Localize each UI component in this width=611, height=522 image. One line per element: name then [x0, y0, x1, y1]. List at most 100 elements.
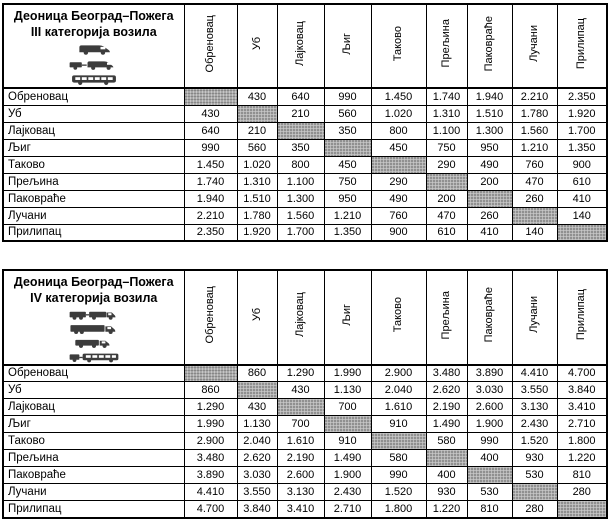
- diagonal-blocked-cell: [183, 364, 238, 382]
- column-header-cell: Уб: [236, 3, 278, 89]
- toll-value-cell: 1.130: [323, 381, 372, 399]
- toll-value-cell: 2.210: [511, 87, 558, 106]
- semi-trailer-truck-icon: [4, 322, 183, 336]
- toll-value-cell: 2.040: [236, 432, 278, 450]
- diagonal-blocked-cell: [323, 415, 372, 433]
- toll-value-cell: 280: [556, 483, 608, 501]
- toll-value-cell: 990: [183, 138, 238, 157]
- toll-value-cell: 290: [425, 155, 468, 174]
- column-header-label: Лајковац: [294, 292, 306, 338]
- toll-value-cell: 800: [370, 121, 427, 140]
- column-header-cell: Уб: [236, 269, 278, 366]
- table-title-cell: Деоница Београд–Пожега III категорија воз…: [2, 3, 185, 89]
- row-label: Таково: [2, 155, 185, 174]
- row-label: Уб: [2, 381, 185, 399]
- toll-value-cell: 1.780: [236, 206, 278, 225]
- toll-value-cell: 950: [466, 138, 513, 157]
- toll-value-cell: 410: [466, 223, 513, 242]
- toll-value-cell: 860: [236, 364, 278, 382]
- toll-value-cell: 1.520: [370, 483, 427, 501]
- column-header-cell: Лучани: [511, 269, 558, 366]
- toll-value-cell: 1.520: [511, 432, 558, 450]
- toll-value-cell: 2.430: [511, 415, 558, 433]
- column-header-cell: Обреновац: [183, 269, 238, 366]
- toll-value-cell: 900: [370, 223, 427, 242]
- toll-value-cell: 1.610: [370, 398, 427, 416]
- toll-value-cell: 1.290: [276, 364, 325, 382]
- toll-value-cell: 1.020: [370, 104, 427, 123]
- column-header-cell: Прељина: [425, 269, 468, 366]
- toll-value-cell: 640: [276, 87, 325, 106]
- column-header-label: Таково: [392, 25, 404, 62]
- diagonal-blocked-cell: [370, 432, 427, 450]
- truck-with-trailer-icon: [4, 308, 183, 322]
- toll-value-cell: 610: [425, 223, 468, 242]
- toll-value-cell: 1.610: [276, 432, 325, 450]
- table-title-line1: Деоница Београд–Пожега: [13, 275, 174, 289]
- bus-icon: [4, 72, 183, 87]
- toll-value-cell: 1.940: [466, 87, 513, 106]
- truck-icon: [4, 336, 183, 350]
- row-label: Паковраће: [2, 189, 185, 208]
- toll-value-cell: 450: [323, 155, 372, 174]
- toll-value-cell: 1.740: [183, 172, 238, 191]
- toll-value-cell: 1.350: [556, 138, 608, 157]
- toll-value-cell: 1.310: [236, 172, 278, 191]
- diagonal-blocked-cell: [236, 104, 278, 123]
- diagonal-blocked-cell: [323, 138, 372, 157]
- toll-value-cell: 450: [370, 138, 427, 157]
- row-label: Лајковац: [2, 121, 185, 140]
- row-label: Паковраће: [2, 466, 185, 484]
- column-header-label: Прељина: [440, 19, 452, 68]
- column-header-label: Прилипац: [575, 289, 588, 341]
- toll-value-cell: 1.920: [236, 223, 278, 242]
- toll-value-cell: 1.450: [183, 155, 238, 174]
- table-row: Прељина 3.480 2.620 2.190 1.490 580 400 930 1.22…: [2, 449, 608, 467]
- toll-value-cell: 1.900: [323, 466, 372, 484]
- toll-value-cell: 1.510: [236, 189, 278, 208]
- toll-value-cell: 210: [276, 104, 325, 123]
- truck-with-long-trailer-icon: [4, 350, 183, 363]
- toll-value-cell: 700: [276, 415, 325, 433]
- table-row: Таково 1.450 1.020 800 450 290 490 760 900: [2, 155, 608, 174]
- column-header-label: Уб: [250, 36, 263, 51]
- toll-value-cell: 400: [466, 449, 513, 467]
- toll-value-cell: 4.700: [183, 500, 238, 518]
- toll-value-cell: 3.030: [466, 381, 513, 399]
- toll-value-cell: 910: [370, 415, 427, 433]
- column-header-label: Уб: [250, 308, 263, 322]
- toll-value-cell: 260: [466, 206, 513, 225]
- toll-value-cell: 490: [370, 189, 427, 208]
- toll-value-cell: 410: [556, 189, 608, 208]
- column-header-label: Таково: [392, 297, 404, 333]
- diagonal-blocked-cell: [466, 466, 513, 484]
- toll-value-cell: 290: [370, 172, 427, 191]
- row-label: Таково: [2, 432, 185, 450]
- column-header-cell: Паковраће: [466, 269, 513, 366]
- toll-value-cell: 3.130: [276, 483, 325, 501]
- toll-value-cell: 210: [236, 121, 278, 140]
- column-header-cell: Љиг: [323, 269, 372, 366]
- toll-value-cell: 1.220: [425, 500, 468, 518]
- row-label: Прељина: [2, 172, 185, 191]
- column-header-label: Љиг: [341, 32, 353, 55]
- table-row: Обреновац 860 1.290 1.990 2.900 3.480 3.890 4.4…: [2, 364, 608, 382]
- toll-value-cell: 2.430: [323, 483, 372, 501]
- toll-value-cell: 1.100: [276, 172, 325, 191]
- toll-value-cell: 260: [511, 189, 558, 208]
- header-row: Деоница Београд–Пожега III категорија воз…: [2, 3, 608, 89]
- toll-value-cell: 140: [511, 223, 558, 242]
- toll-value-cell: 2.710: [323, 500, 372, 518]
- column-header-cell: Љиг: [323, 3, 372, 89]
- toll-value-cell: 3.410: [276, 500, 325, 518]
- column-header-cell: Прељина: [425, 3, 468, 89]
- toll-value-cell: 930: [511, 449, 558, 467]
- diagonal-blocked-cell: [276, 121, 325, 140]
- toll-value-cell: 3.480: [425, 364, 468, 382]
- toll-value-cell: 200: [466, 172, 513, 191]
- toll-value-cell: 1.210: [323, 206, 372, 225]
- table-row: Љиг 990 560 350 450 750 950 1.210 1.350: [2, 138, 608, 157]
- toll-table-category-iii: Деоница Београд–Пожега III категорија воз…: [2, 3, 608, 242]
- table-title-line1: Деоница Београд–Пожега: [13, 9, 174, 23]
- toll-value-cell: 910: [323, 432, 372, 450]
